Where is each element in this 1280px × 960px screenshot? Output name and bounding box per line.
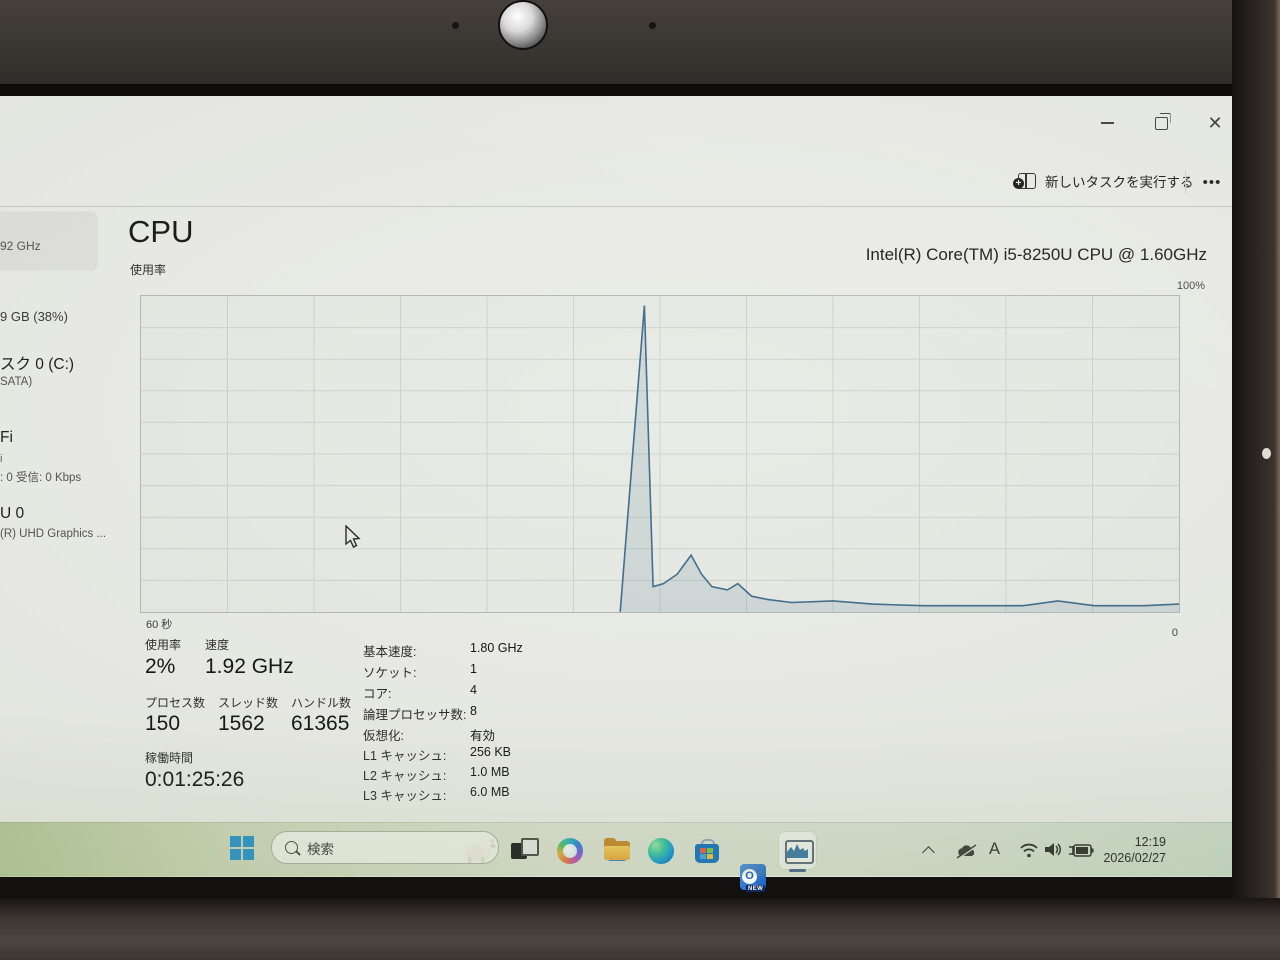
search-icon	[285, 841, 298, 854]
tray-time: 12:19	[1134, 835, 1166, 849]
ime-mode-indicator[interactable]: A	[989, 840, 1001, 858]
base-speed-label: 基本速度:	[363, 645, 417, 659]
handles-stat-value: 61365	[291, 712, 350, 735]
cpu-usage-area-chart	[141, 296, 1180, 613]
cores-label: コア:	[363, 687, 392, 701]
task-manager-active-indicator	[789, 869, 806, 872]
tray-date: 2026/02/27	[1103, 851, 1166, 866]
restore-button[interactable]	[1146, 110, 1176, 136]
l3-cache-label: L3 キャッシュ:	[363, 789, 447, 803]
chart-60s-label: 60 秒	[146, 619, 173, 631]
copilot-icon[interactable]	[557, 838, 583, 864]
clock[interactable]: 12:19 2026/02/27	[1080, 834, 1166, 867]
handles-stat-label: ハンドル数	[291, 696, 352, 710]
more-options-button[interactable]: •••	[1202, 173, 1222, 191]
run-new-task-button[interactable]: 新しいタスクを実行する	[1008, 164, 1204, 198]
sidebar-item-wifi-sub[interactable]: : 0 受信: 0 Kbps	[0, 472, 82, 484]
usage-stat-label: 使用率	[145, 638, 182, 652]
task-manager-icon[interactable]	[785, 840, 814, 864]
close-icon: ✕	[1207, 113, 1223, 133]
speed-stat-label: 速度	[205, 638, 230, 652]
sidebar-item-disk[interactable]: スク 0 (C:)	[0, 356, 75, 373]
l3-cache-value: 6.0 MB	[470, 785, 510, 799]
l2-cache-value: 1.0 MB	[470, 765, 510, 779]
logical-processors-value: 8	[470, 704, 477, 718]
minimize-button[interactable]	[1092, 110, 1122, 136]
sockets-label: ソケット:	[363, 666, 417, 680]
tray-chevron-icon[interactable]	[924, 845, 935, 856]
page-title: CPU	[128, 214, 194, 249]
bezel-hole-right	[649, 22, 656, 29]
sidebar-cpu-speed-text[interactable]: 92 GHz	[0, 239, 41, 253]
sidebar-item-wifi[interactable]: Fi	[0, 429, 13, 446]
sidebar-item-disk-sub[interactable]: SATA)	[0, 376, 33, 388]
outlook-icon[interactable]: O NEW	[740, 864, 766, 892]
battery-charging-icon[interactable]	[1068, 843, 1094, 858]
file-explorer-icon[interactable]	[604, 838, 630, 864]
mouse-cursor	[345, 525, 361, 548]
sockets-value: 1	[470, 662, 477, 676]
chart-0s-label: 0	[1171, 627, 1178, 639]
bezel-reflection	[1262, 448, 1271, 459]
task-manager-window: ✕ 新しいタスクを実行する ••• 92 GHz 9 GB (38%) スク 0…	[0, 96, 1232, 876]
l1-cache-label: L1 キャッシュ:	[363, 749, 447, 763]
processes-stat-value: 150	[145, 712, 181, 735]
start-button[interactable]	[230, 836, 256, 862]
sidebar-item-gpu-sub[interactable]: (R) UHD Graphics ...	[0, 528, 107, 540]
volume-icon[interactable]	[1044, 841, 1064, 858]
processor-name: Intel(R) Core(TM) i5-8250U CPU @ 1.60GHz	[865, 245, 1207, 264]
l2-cache-label: L2 キャッシュ:	[363, 769, 447, 783]
chart-ymax-label: 100%	[1176, 280, 1205, 292]
usage-chart-label: 使用率	[130, 263, 167, 277]
l1-cache-value: 256 KB	[470, 745, 512, 759]
bezel-hole-left	[452, 22, 459, 29]
header-separator	[0, 206, 1232, 207]
logical-processors-label: 論理プロセッサ数:	[363, 708, 467, 722]
sidebar-item-gpu[interactable]: U 0	[0, 505, 25, 522]
threads-stat-label: スレッド数	[218, 696, 279, 710]
sidebar-item-memory[interactable]: 9 GB (38%)	[0, 309, 68, 324]
task-view-icon[interactable]	[511, 838, 539, 864]
screen-bottom-edge	[0, 876, 1232, 898]
speed-stat-value: 1.92 GHz	[205, 655, 294, 678]
run-new-task-label: 新しいタスクを実行する	[1045, 175, 1194, 190]
edge-browser-icon[interactable]	[648, 838, 674, 864]
new-task-icon	[1013, 173, 1036, 189]
minimize-icon	[1100, 122, 1114, 124]
outlook-new-badge: NEW	[746, 885, 766, 892]
base-speed-value: 1.80 GHz	[470, 641, 523, 655]
laptop-top-bezel	[0, 0, 1280, 84]
virtualization-value: 有効	[470, 729, 496, 743]
header-divider	[1185, 170, 1186, 194]
cores-value: 4	[470, 683, 477, 697]
restore-icon	[1154, 116, 1168, 130]
windows-logo-icon	[230, 836, 241, 847]
close-button[interactable]: ✕	[1200, 110, 1230, 136]
microsoft-store-icon[interactable]	[694, 838, 720, 864]
search-highlight-bear-image	[465, 839, 496, 863]
onedrive-offline-icon[interactable]	[955, 843, 979, 861]
laptop-bottom-chassis	[0, 898, 1280, 960]
screen-top-edge	[0, 84, 1232, 96]
search-box[interactable]: 検索	[271, 831, 499, 864]
cpu-usage-chart[interactable]	[140, 295, 1180, 613]
laptop-right-bezel	[1232, 0, 1280, 960]
search-placeholder: 検索	[307, 841, 334, 857]
sidebar-item-cpu-selected[interactable]	[0, 212, 97, 270]
webcam	[498, 0, 548, 50]
virtualization-label: 仮想化:	[363, 729, 404, 743]
threads-stat-value: 1562	[218, 712, 265, 735]
uptime-stat-value: 0:01:25:26	[145, 768, 245, 791]
wifi-icon[interactable]	[1019, 842, 1039, 858]
usage-stat-value: 2%	[145, 655, 176, 678]
sidebar-item-wifi-ssid[interactable]: i	[0, 453, 3, 465]
uptime-stat-label: 稼働時間	[145, 751, 194, 765]
processes-stat-label: プロセス数	[145, 696, 206, 710]
